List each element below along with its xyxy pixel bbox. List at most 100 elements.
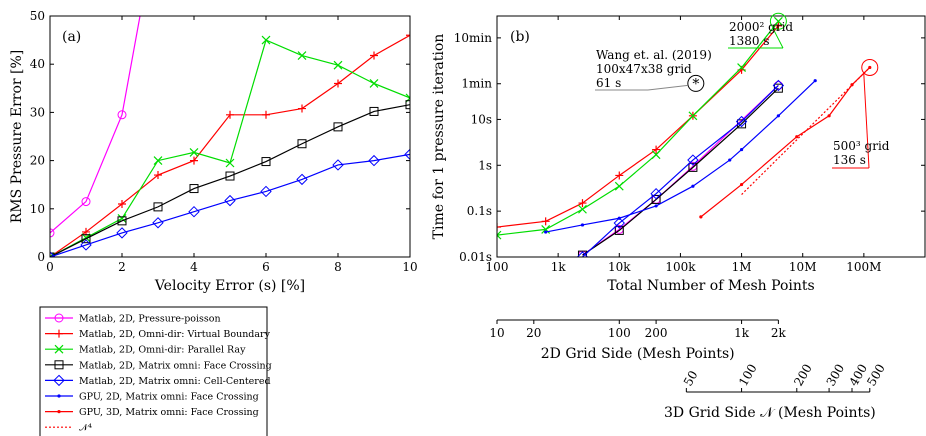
panel-b: 100 1k 10k 100k 1M 10M 100M 0.01s 0.1s 1s 10s 1min 1… bbox=[431, 12, 926, 421]
data-point bbox=[225, 171, 235, 181]
data-point bbox=[261, 157, 271, 167]
data-point bbox=[580, 223, 585, 227]
data-point bbox=[541, 217, 550, 226]
data-point bbox=[739, 147, 744, 152]
data-point bbox=[369, 106, 379, 116]
data-point bbox=[117, 216, 127, 226]
wang-marker-star: * bbox=[692, 76, 699, 92]
axes-box-a bbox=[49, 15, 411, 258]
series-line-0 bbox=[50, 16, 141, 234]
axis-2d-tick-label: 2k bbox=[771, 326, 787, 340]
data-point bbox=[795, 135, 799, 139]
data-point bbox=[497, 223, 501, 232]
legend-label: Matlab, 2D, Omni-dir: Virtual Boundary bbox=[79, 329, 271, 340]
series-line-3 bbox=[582, 87, 779, 256]
data-point bbox=[728, 158, 732, 162]
legend-item: GPU, 2D, Matrix omni: Face Crossing bbox=[45, 392, 259, 403]
x-tick-label: 1k bbox=[551, 260, 567, 274]
data-point bbox=[774, 21, 783, 30]
data-point bbox=[190, 156, 198, 165]
legend-label: Matlab, 2D, Omni-dir: Parallel Ray bbox=[79, 345, 246, 356]
data-point bbox=[404, 148, 410, 161]
data-point bbox=[737, 63, 746, 73]
grid2d-annotation-text: 2000² grid bbox=[729, 20, 793, 34]
data-point bbox=[406, 31, 410, 40]
data-point bbox=[651, 150, 661, 160]
data-point bbox=[650, 187, 662, 200]
data-point bbox=[577, 250, 587, 257]
data-point bbox=[773, 16, 783, 26]
data-point bbox=[189, 147, 199, 157]
x-tick-label: 100k bbox=[665, 260, 696, 274]
data-point bbox=[615, 171, 624, 180]
data-point bbox=[691, 184, 695, 188]
wang-annotation-text: 61 s bbox=[596, 76, 621, 90]
data-point bbox=[50, 228, 55, 238]
axis-3d-tick-label: 50 bbox=[681, 368, 701, 388]
legend-item: Matlab, 2D, Omni-dir: Parallel Ray bbox=[45, 345, 246, 356]
legend-item: Matlab, 2D, Matrix omni: Cell-Centered bbox=[45, 374, 271, 387]
data-point bbox=[614, 225, 624, 235]
y-tick-label: 1s bbox=[478, 158, 492, 172]
data-point bbox=[117, 214, 127, 223]
plot-area-b bbox=[497, 16, 872, 257]
data-point bbox=[772, 79, 785, 92]
legend-item: Matlab, 2D, Omni-dir: Virtual Boundary bbox=[45, 329, 271, 340]
axis-3d-tick-label: 400 bbox=[846, 362, 870, 389]
data-point bbox=[827, 114, 831, 118]
grid3d-annotation-text: 136 s bbox=[833, 153, 866, 167]
data-point bbox=[497, 230, 502, 240]
series-line-2 bbox=[50, 39, 410, 257]
data-point bbox=[116, 227, 128, 239]
x-tick-label: 10k bbox=[608, 260, 631, 274]
x-tick-label: 2 bbox=[118, 260, 126, 274]
data-point bbox=[370, 51, 378, 60]
data-point bbox=[651, 194, 661, 204]
data-point bbox=[153, 202, 163, 212]
axis-2d-tick-label: 1k bbox=[734, 326, 750, 340]
panel-a: 0 2 4 6 8 10 0 10 20 30 40 50 Velocity Error (s) [%]… bbox=[9, 9, 418, 294]
legend-marker bbox=[54, 313, 64, 323]
data-point bbox=[153, 156, 163, 166]
y-tick-label: 20 bbox=[30, 154, 45, 168]
x-tick-label: 100 bbox=[486, 260, 509, 274]
grid2d-leader-line bbox=[771, 27, 784, 49]
x-tick-label: 8 bbox=[334, 260, 342, 274]
axis-2d-tick-label: 100 bbox=[608, 326, 631, 340]
x-tick-label: 4 bbox=[190, 260, 198, 274]
axis-2d-tick-label: 20 bbox=[526, 326, 541, 340]
axis-2d-label: 2D Grid Side (Mesh Points) bbox=[541, 346, 735, 362]
series-line-4 bbox=[50, 153, 410, 257]
data-point bbox=[654, 204, 658, 208]
grid2d-annotation-text: 1380 s bbox=[729, 34, 770, 48]
axis-3d-tick-label: 300 bbox=[824, 362, 848, 389]
x-tick-label: 10 bbox=[402, 260, 417, 274]
axes-box-b bbox=[496, 15, 926, 258]
series-line-1 bbox=[50, 34, 410, 257]
data-point bbox=[333, 60, 343, 70]
data-point bbox=[613, 217, 625, 229]
y-tick-label: 10min bbox=[454, 31, 492, 45]
wang-annotation-text: Wang et. al. (2019) bbox=[596, 48, 712, 62]
data-point bbox=[118, 199, 126, 208]
grid3d-leader-line bbox=[863, 73, 870, 169]
data-point bbox=[368, 154, 380, 167]
data-point bbox=[117, 110, 127, 120]
data-point bbox=[614, 181, 624, 191]
x-tick-label: 6 bbox=[262, 260, 270, 274]
y-tick-label: 30 bbox=[30, 105, 45, 119]
y-tick-label: 50 bbox=[30, 9, 45, 23]
data-point bbox=[688, 162, 698, 172]
data-point bbox=[739, 182, 744, 187]
legend-label: Matlab, 2D, Matrix omni: Face Crossing bbox=[79, 360, 272, 371]
data-point bbox=[735, 115, 748, 128]
grid3d-highlight-circle bbox=[861, 58, 879, 76]
data-point bbox=[298, 104, 306, 113]
data-point bbox=[776, 114, 780, 118]
data-point bbox=[261, 35, 271, 45]
data-point bbox=[687, 154, 699, 166]
axis-2d-tick-label: 200 bbox=[645, 326, 668, 340]
data-point bbox=[297, 139, 307, 149]
panel-label: (b) bbox=[510, 29, 530, 45]
